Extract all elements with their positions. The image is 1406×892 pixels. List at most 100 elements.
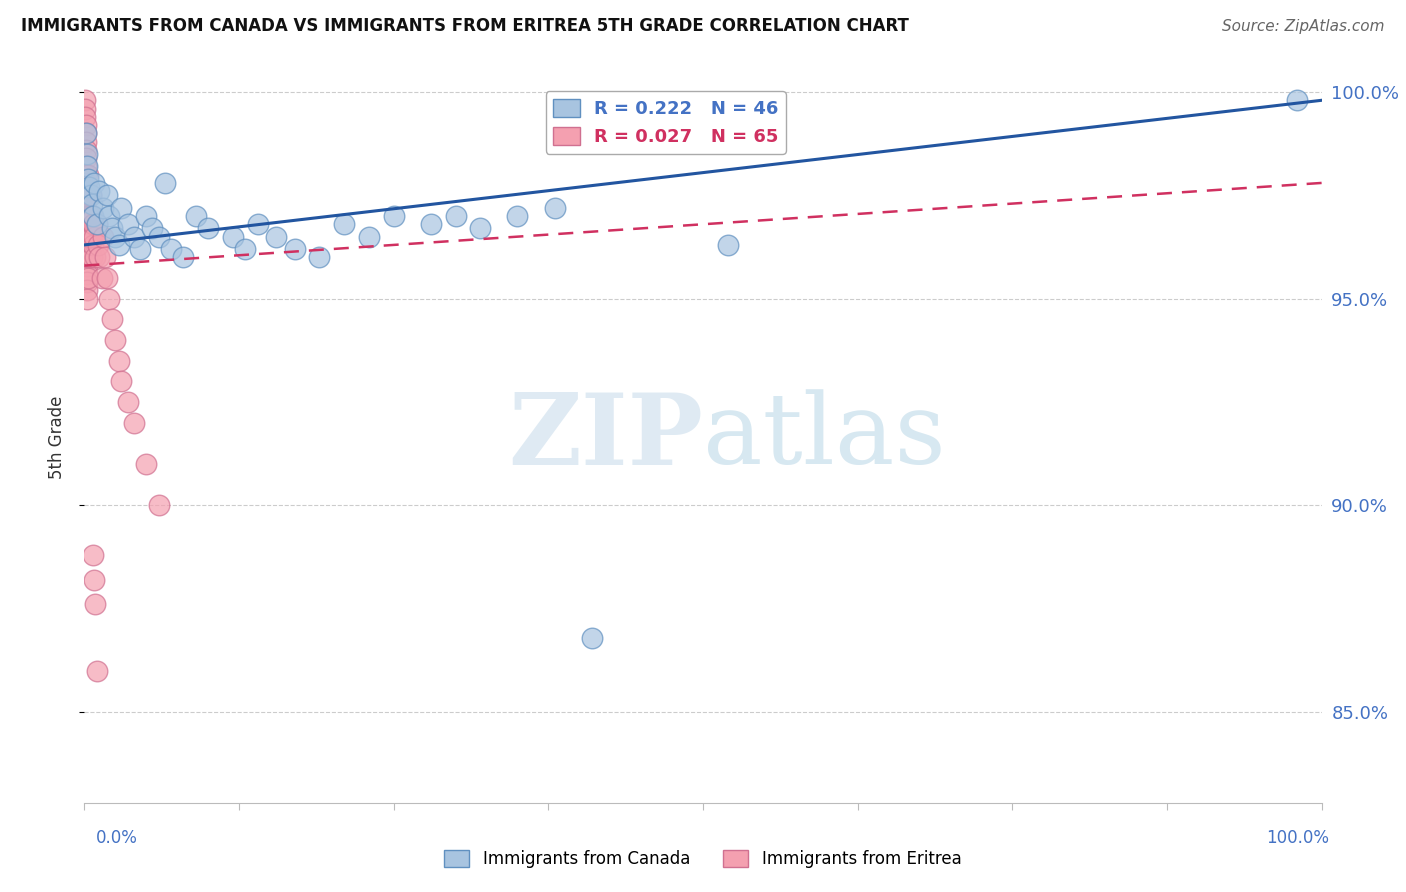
Text: 0.0%: 0.0%: [96, 829, 138, 847]
Point: [84, 250, 107, 264]
Point: [129, 242, 152, 256]
Point: [96, 188, 118, 202]
Point: [79, 188, 101, 202]
Point: [79, 250, 101, 264]
Point: [82, 209, 104, 223]
Point: [89, 184, 111, 198]
Point: [79, 188, 101, 202]
Point: [79, 188, 101, 202]
Point: [80, 196, 103, 211]
Point: [135, 457, 157, 471]
Point: [86, 217, 108, 231]
Point: [141, 221, 163, 235]
Point: [75, 126, 97, 140]
Point: [153, 176, 176, 190]
Point: [75, 201, 97, 215]
Point: [73, 102, 96, 116]
Text: IMMIGRANTS FROM CANADA VS IMMIGRANTS FROM ERITREA 5TH GRADE CORRELATION CHART: IMMIGRANTS FROM CANADA VS IMMIGRANTS FRO…: [21, 17, 908, 35]
Point: [75, 209, 97, 223]
Text: atlas: atlas: [703, 389, 946, 485]
Point: [86, 664, 108, 678]
Point: [1285, 93, 1308, 107]
Point: [264, 229, 287, 244]
Point: [76, 242, 98, 256]
Point: [75, 126, 97, 140]
Point: [98, 292, 121, 306]
Point: [80, 229, 103, 244]
Point: [98, 209, 121, 223]
Point: [76, 259, 98, 273]
Point: [80, 209, 103, 223]
Point: [110, 374, 132, 388]
Y-axis label: 5th Grade: 5th Grade: [48, 395, 66, 479]
Point: [357, 229, 380, 244]
Point: [444, 209, 467, 223]
Point: [76, 275, 98, 289]
Point: [117, 395, 139, 409]
Point: [117, 217, 139, 231]
Point: [75, 135, 97, 149]
Point: [76, 160, 98, 174]
Point: [73, 93, 96, 107]
Point: [75, 217, 97, 231]
Point: [79, 209, 101, 223]
Point: [75, 118, 97, 132]
Point: [75, 143, 97, 157]
Point: [506, 209, 529, 223]
Point: [104, 229, 127, 244]
Point: [419, 217, 441, 231]
Point: [90, 271, 112, 285]
Point: [79, 180, 101, 194]
Point: [77, 209, 100, 223]
Point: [148, 498, 170, 512]
Point: [108, 353, 131, 368]
Point: [108, 238, 131, 252]
Point: [284, 242, 307, 256]
Point: [197, 221, 219, 235]
Point: [79, 209, 101, 223]
Point: [184, 209, 207, 223]
Point: [308, 250, 330, 264]
Point: [83, 229, 105, 244]
Point: [77, 168, 100, 182]
Point: [76, 226, 98, 240]
Point: [122, 416, 145, 430]
Point: [91, 229, 114, 244]
Point: [75, 184, 97, 198]
Point: [172, 250, 194, 264]
Point: [77, 188, 100, 202]
Text: 100.0%: 100.0%: [1265, 829, 1329, 847]
Point: [382, 209, 405, 223]
Point: [75, 193, 97, 207]
Point: [100, 312, 122, 326]
Text: Source: ZipAtlas.com: Source: ZipAtlas.com: [1222, 20, 1385, 34]
Point: [80, 250, 103, 264]
Point: [94, 250, 117, 264]
Point: [75, 176, 97, 190]
Point: [100, 221, 122, 235]
Point: [82, 217, 104, 231]
Point: [222, 229, 245, 244]
Point: [160, 242, 183, 256]
Point: [717, 238, 740, 252]
Point: [91, 201, 114, 215]
Point: [79, 229, 101, 244]
Point: [110, 201, 132, 215]
Point: [333, 217, 356, 231]
Point: [77, 250, 100, 264]
Point: [73, 110, 96, 124]
Point: [75, 160, 97, 174]
Point: [83, 573, 105, 587]
Legend: Immigrants from Canada, Immigrants from Eritrea: Immigrants from Canada, Immigrants from …: [437, 843, 969, 875]
Point: [77, 271, 100, 285]
Point: [543, 201, 565, 215]
Point: [77, 171, 100, 186]
Point: [76, 284, 98, 298]
Point: [104, 333, 127, 347]
Point: [89, 250, 111, 264]
Point: [233, 242, 256, 256]
Point: [76, 250, 98, 264]
Text: ZIP: ZIP: [508, 389, 703, 485]
Point: [122, 229, 145, 244]
Point: [148, 229, 170, 244]
